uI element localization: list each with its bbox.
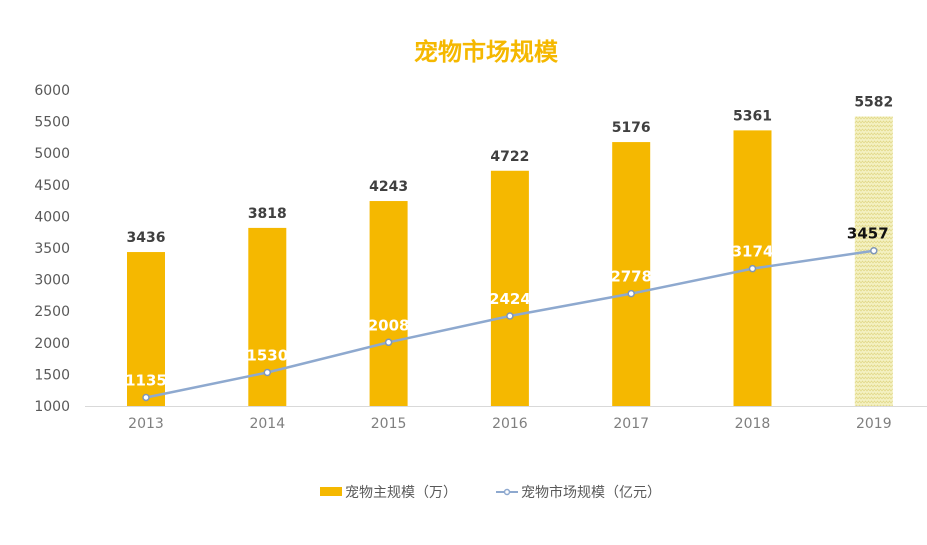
x-axis: 2013 2014 2015 2016 2017 2018 2019 (128, 416, 891, 432)
x-tick-label: 2017 (613, 416, 649, 432)
y-tick-label: 6000 (34, 83, 70, 99)
legend-label-bar: 宠物主规模（万） (345, 485, 457, 501)
y-tick-label: 3000 (34, 273, 70, 289)
line-data-label: 2424 (489, 290, 531, 308)
x-tick-label: 2019 (856, 416, 892, 432)
line-point (748, 264, 757, 273)
legend-swatch-marker (503, 488, 511, 496)
legend: 宠物主规模（万） 宠物市场规模（亿元） (320, 484, 661, 501)
x-tick-label: 2015 (371, 416, 407, 432)
line-point (506, 312, 514, 320)
y-tick-label: 2500 (34, 304, 70, 320)
line-data-label: 1135 (125, 371, 167, 389)
bar-data-label: 3818 (248, 206, 287, 222)
y-tick-label: 2000 (34, 336, 70, 352)
line-data-label: 2008 (368, 316, 410, 334)
bar-series: 3436 3818 4243 4722 5176 5361 5582 (127, 94, 893, 407)
line-data-label: 1530 (246, 347, 288, 365)
x-tick-label: 2016 (492, 416, 528, 432)
y-axis: 1000 1500 2000 2500 3000 3500 4000 4500 5000 5500… (34, 83, 70, 415)
line-series: 1135 1530 2008 2424 2778 3174 3457 (125, 225, 889, 402)
line-data-label: 3457 (847, 225, 889, 243)
y-tick-label: 1500 (34, 367, 70, 383)
line-data-label: 2778 (610, 268, 652, 286)
y-tick-label: 5500 (34, 115, 70, 131)
bar-data-label: 5176 (612, 120, 651, 136)
bar-data-label: 4722 (490, 149, 529, 165)
bar (369, 201, 408, 406)
bar-data-label: 3436 (127, 230, 166, 246)
legend-label-line: 宠物市场规模（亿元） (521, 484, 661, 501)
legend-swatch-bar (320, 487, 342, 496)
x-tick-label: 2018 (735, 416, 771, 432)
line-point (263, 368, 272, 377)
line-point (142, 393, 150, 402)
bar (248, 227, 287, 406)
line-data-label: 3174 (732, 243, 774, 261)
y-tick-label: 4500 (34, 178, 70, 194)
bar-data-label: 5582 (854, 94, 893, 110)
y-tick-label: 5000 (34, 146, 70, 162)
y-tick-label: 4000 (34, 209, 70, 225)
y-tick-label: 1000 (34, 399, 70, 415)
bar-data-label: 4243 (369, 179, 408, 195)
x-tick-label: 2013 (128, 416, 164, 432)
chart-title: 宠物市场规模 (414, 38, 559, 66)
bar (854, 116, 893, 406)
x-tick-label: 2014 (249, 416, 285, 432)
line-point (870, 246, 878, 255)
y-tick-label: 3500 (34, 241, 70, 257)
line-point (627, 289, 635, 298)
bar (612, 142, 651, 407)
bar (127, 252, 165, 406)
bar (490, 170, 529, 406)
bar-data-label: 5361 (733, 108, 772, 124)
line-point (384, 338, 393, 347)
